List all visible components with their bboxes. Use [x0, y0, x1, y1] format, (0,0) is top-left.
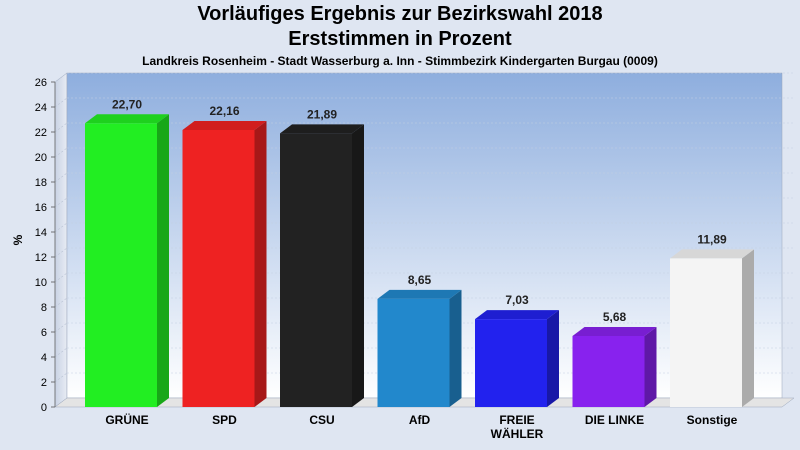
bar-front	[280, 133, 352, 407]
chart-subtitle: Erststimmen in Prozent	[288, 28, 512, 50]
bar: 21,89	[280, 107, 364, 407]
gridline-wall	[54, 247, 68, 258]
y-tick-label: 14	[35, 227, 47, 239]
bar: 5,68	[572, 310, 657, 407]
y-tick-label: 22	[35, 127, 47, 139]
bar-front	[670, 258, 742, 407]
y-tick-label: 20	[35, 152, 47, 164]
gridline-wall	[54, 297, 68, 308]
chart-title: Vorläufiges Ergebnis zur Bezirkswahl 201…	[197, 3, 603, 25]
y-tick-label: 6	[41, 327, 47, 339]
bar-front	[572, 336, 645, 407]
y-tick-label: 4	[41, 352, 47, 364]
bar-top	[85, 114, 169, 124]
y-tick-label: 16	[35, 202, 47, 214]
data-label: 22,70	[112, 97, 142, 111]
bar-side	[254, 121, 267, 407]
y-axis-label: %	[11, 234, 25, 245]
gridline-wall	[54, 122, 68, 133]
y-tick-label: 10	[35, 277, 47, 289]
data-label: 22,16	[209, 104, 239, 118]
bar-top	[280, 124, 364, 134]
y-tick-label: 18	[35, 177, 47, 189]
gridline-wall	[54, 322, 68, 333]
gridline-wall	[54, 372, 68, 383]
x-category-label: AfD	[409, 413, 431, 427]
bar-side	[352, 124, 364, 407]
bar: 7,03	[475, 293, 559, 407]
bar: 8,65	[377, 273, 462, 407]
y-tick-label: 8	[41, 302, 47, 314]
bar-front	[377, 298, 450, 407]
data-label: 5,68	[603, 310, 627, 324]
bar-side	[742, 249, 754, 407]
x-category-label: Sonstige	[687, 413, 738, 427]
y-tick-label: 0	[41, 402, 47, 414]
gridline-wall	[54, 97, 68, 108]
bar: 11,89	[670, 232, 754, 407]
left-wall	[54, 72, 68, 408]
bar: 22,70	[85, 97, 169, 407]
gridline-wall	[54, 347, 68, 358]
x-category-label: CSU	[309, 413, 334, 427]
bar-side	[547, 310, 559, 407]
x-category-label: SPD	[212, 413, 237, 427]
data-label: 7,03	[505, 293, 529, 307]
bars: 22,70 22,16 21,89 8,65 7,03 5,68 11,89	[85, 97, 754, 407]
gridline-wall	[54, 272, 68, 283]
gridline-wall	[54, 222, 68, 233]
bar-side	[449, 289, 462, 407]
data-label: 21,89	[307, 107, 337, 121]
x-category-label: DIE LINKE	[585, 413, 644, 427]
data-label: 8,65	[408, 273, 432, 287]
x-category-label: GRÜNE	[105, 412, 148, 427]
bar-side	[644, 327, 657, 407]
bar-top	[572, 327, 657, 336]
gridline-wall	[54, 147, 68, 158]
x-category-label: WÄHLER	[491, 426, 544, 441]
gridline-wall	[54, 172, 68, 183]
bar: 22,16	[182, 104, 267, 407]
chart-caption: Landkreis Rosenheim - Stadt Wasserburg a…	[142, 54, 658, 68]
bar-top	[670, 249, 754, 259]
x-category-label: FREIE	[499, 413, 534, 427]
gridline-wall	[54, 72, 68, 83]
y-tick-label: 2	[41, 377, 47, 389]
bar-side	[157, 114, 169, 407]
bar-top	[377, 289, 462, 299]
y-tick-label: 26	[35, 77, 47, 89]
y-tick-label: 12	[35, 252, 47, 264]
bar-top	[182, 121, 267, 130]
bar-front	[85, 123, 157, 407]
y-tick-label: 24	[35, 102, 47, 114]
bar-top	[475, 310, 559, 320]
data-label: 11,89	[697, 232, 727, 246]
bar-front	[182, 130, 255, 407]
bar-front	[475, 319, 547, 407]
gridline-wall	[54, 197, 68, 208]
